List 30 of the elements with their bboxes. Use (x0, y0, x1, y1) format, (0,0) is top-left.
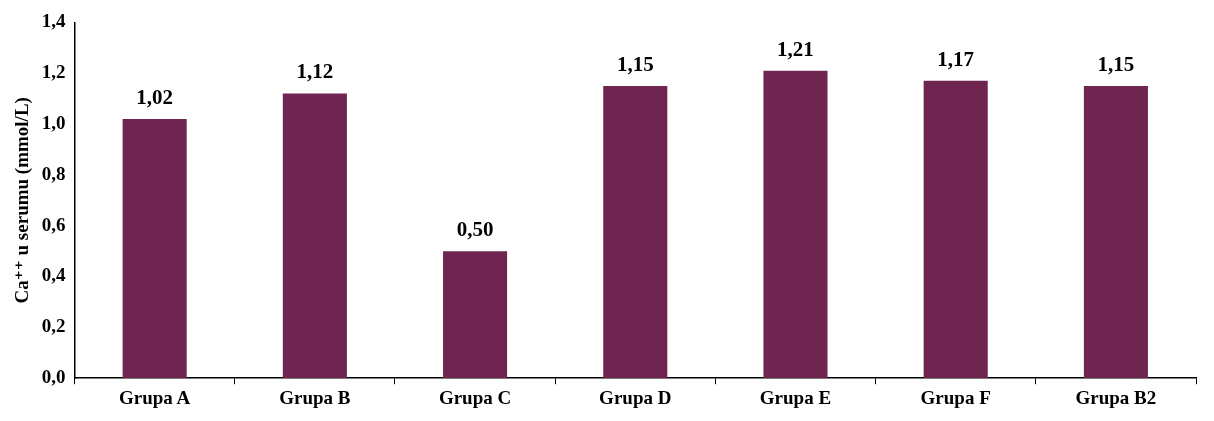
bar (603, 85, 668, 379)
y-axis-title: Ca⁺⁺ u serumu (mmol/L) (11, 97, 34, 304)
y-tick-label: 1,4 (41, 10, 67, 32)
x-tick-label: Grupa B (279, 386, 351, 408)
data-label: 1,02 (136, 84, 174, 109)
y-tick-label: 0,6 (41, 213, 66, 235)
y-tick-label: 1,2 (41, 61, 66, 83)
x-tick-label: Grupa D (599, 386, 672, 408)
data-label: 1,17 (937, 46, 975, 71)
data-label: 1,21 (777, 36, 814, 61)
bar (763, 70, 828, 379)
y-tick-label: 0,0 (41, 366, 66, 388)
x-tick-label: Grupa E (759, 386, 832, 408)
data-label: 1,12 (296, 59, 334, 84)
bar (923, 80, 988, 379)
y-tick-label: 0,8 (41, 162, 66, 184)
bar (443, 251, 508, 379)
data-label: 1,15 (1097, 51, 1135, 76)
bar (122, 118, 187, 379)
x-tick-label: Grupa F (920, 386, 991, 408)
y-tick-label: 0,2 (41, 315, 66, 337)
data-label: 1,15 (616, 51, 654, 76)
y-tick-label: 1,0 (41, 111, 66, 133)
x-tick-label: Grupa C (438, 386, 512, 408)
bar (282, 93, 347, 379)
x-tick-label: Grupa B2 (1075, 386, 1157, 408)
data-label: 0,50 (456, 217, 494, 242)
x-tick-label: Grupa A (119, 386, 191, 408)
bar (1083, 85, 1148, 379)
y-tick-label: 0,4 (41, 264, 67, 286)
